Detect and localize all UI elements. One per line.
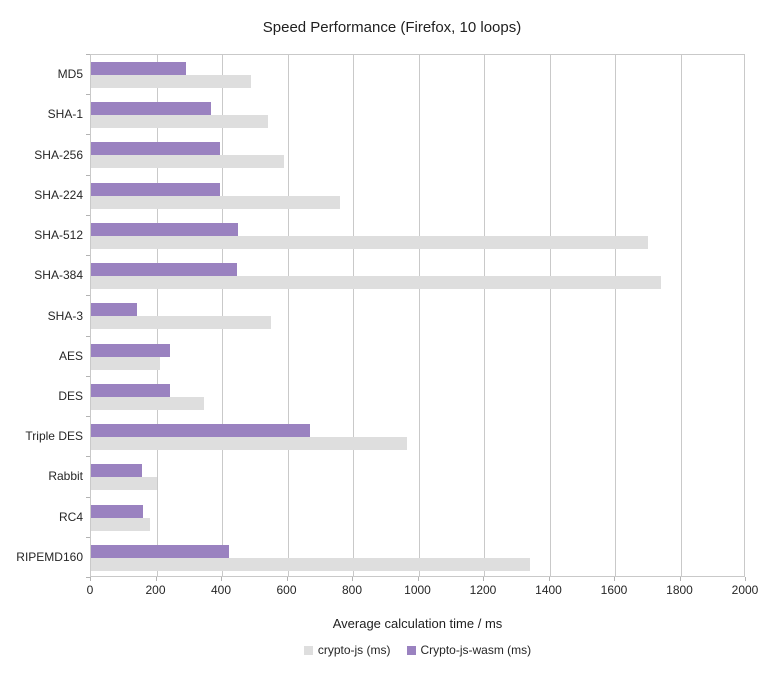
legend-label: crypto-js (ms) — [317, 643, 391, 657]
x-tick-label: 1800 — [666, 583, 693, 597]
bar-des-wasm — [91, 383, 170, 397]
x-tick-label: 1600 — [600, 583, 628, 597]
bar-triple-des-cryptojs — [91, 437, 408, 451]
category-label: SHA-256 — [34, 147, 83, 162]
bar-ripemd160-cryptojs — [91, 557, 530, 571]
bar-sha-3-cryptojs — [91, 316, 272, 330]
y-axis-tick — [86, 54, 90, 55]
x-tick-label: 800 — [341, 583, 363, 597]
y-axis-tick — [86, 536, 90, 538]
x-axis-tick — [286, 577, 288, 581]
bar-rabbit-wasm — [91, 464, 142, 478]
y-axis-tick — [86, 94, 90, 96]
gridline — [418, 55, 420, 576]
x-axis-tick — [679, 577, 681, 581]
bar-aes-wasm — [91, 343, 170, 357]
bar-sha-3-wasm — [91, 303, 137, 317]
x-tick-label: 2000 — [731, 583, 759, 597]
bar-triple-des-wasm — [91, 424, 311, 438]
x-tick-label: 400 — [210, 583, 232, 597]
category-label: SHA-224 — [34, 187, 83, 202]
x-axis-tick — [483, 577, 484, 581]
y-axis-tick — [86, 577, 90, 578]
legend-item: crypto-js (ms) — [303, 643, 391, 657]
x-tick-label: 1200 — [469, 583, 497, 597]
category-label: Triple DES — [25, 429, 83, 444]
gridline — [549, 55, 551, 576]
y-axis-tick — [86, 214, 90, 216]
bar-sha-256-wasm — [91, 142, 221, 156]
gridline — [222, 55, 223, 576]
bar-sha-384-wasm — [91, 263, 237, 277]
bar-sha-256-cryptojs — [91, 155, 285, 169]
gridline — [156, 55, 158, 576]
y-axis-tick — [86, 375, 90, 377]
legend: crypto-js (ms) Crypto-js-wasm (ms) — [90, 643, 745, 657]
y-axis-tick — [86, 295, 90, 297]
bar-des-cryptojs — [91, 396, 204, 410]
x-tick-label: 0 — [86, 583, 94, 597]
x-axis-title: Average calculation time / ms — [332, 616, 503, 631]
bar-sha-1-cryptojs — [91, 115, 268, 129]
bar-sha-1-wasm — [91, 102, 211, 116]
bar-sha-224-wasm — [91, 182, 221, 196]
gridline — [353, 55, 354, 576]
category-label: RIPEMD160 — [16, 549, 83, 564]
y-axis-tick — [86, 456, 90, 458]
legend-swatch-icon — [406, 645, 416, 655]
gridline — [615, 55, 616, 576]
y-axis-tick — [86, 134, 90, 136]
bar-aes-cryptojs — [91, 356, 160, 370]
y-axis-tick — [86, 335, 90, 337]
category-label: AES — [58, 348, 83, 363]
bar-rc4-wasm — [91, 504, 144, 518]
bar-ripemd160-wasm — [91, 544, 229, 558]
category-label: SHA-384 — [34, 268, 83, 283]
gridline — [484, 55, 485, 576]
x-axis-tick — [90, 577, 91, 581]
bar-sha-512-cryptojs — [91, 235, 648, 249]
x-axis-tick — [352, 577, 353, 581]
legend-swatch-icon — [303, 645, 313, 655]
legend-item: Crypto-js-wasm (ms) — [406, 643, 532, 657]
bar-md5-wasm — [91, 62, 186, 75]
category-label: MD5 — [57, 67, 83, 82]
y-axis-tick — [86, 174, 90, 176]
chart-title: Speed Performance (Firefox, 10 loops) — [262, 19, 522, 36]
category-label: Rabbit — [48, 469, 83, 484]
bar-rabbit-cryptojs — [91, 477, 157, 491]
x-axis-tick — [155, 577, 157, 581]
x-axis-tick — [745, 577, 746, 581]
bar-sha-224-cryptojs — [91, 195, 340, 209]
x-tick-label: 1400 — [535, 583, 562, 597]
bar-sha-384-cryptojs — [91, 276, 661, 290]
gridline — [680, 55, 682, 576]
y-axis-tick — [86, 416, 90, 418]
category-label: DES — [58, 388, 83, 403]
legend-label: Crypto-js-wasm (ms) — [420, 643, 532, 657]
x-axis-tick — [548, 577, 550, 581]
category-label: SHA-1 — [47, 107, 83, 122]
x-axis-tick — [221, 577, 222, 581]
x-axis-tick — [614, 577, 615, 581]
bar-md5-cryptojs — [91, 75, 252, 88]
x-axis-tick — [417, 577, 419, 581]
x-tick-label: 200 — [145, 583, 166, 597]
bar-sha-512-wasm — [91, 222, 239, 236]
x-tick-label: 1000 — [404, 583, 431, 597]
y-axis-tick — [86, 255, 90, 257]
x-tick-label: 600 — [276, 583, 297, 597]
category-label: SHA-512 — [34, 228, 83, 243]
y-axis-tick — [86, 496, 90, 498]
category-label: RC4 — [58, 509, 83, 524]
gridline — [287, 55, 289, 576]
plot-area — [90, 54, 745, 577]
category-label: SHA-3 — [47, 308, 83, 323]
bar-rc4-cryptojs — [91, 517, 150, 531]
